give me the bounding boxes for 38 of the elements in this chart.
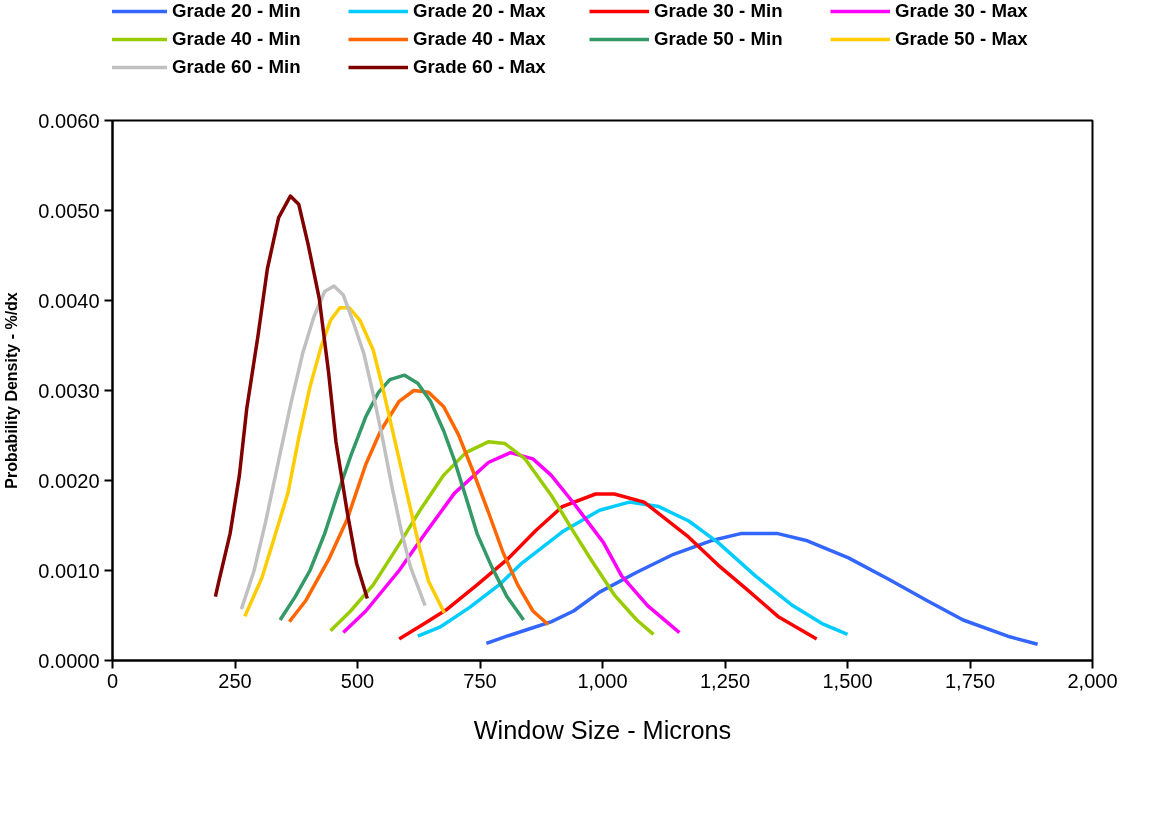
- line-series: [341, 450, 682, 635]
- y-tick-label: 0.0030: [38, 379, 100, 402]
- y-tick-label: 0.0050: [38, 199, 100, 222]
- legend-label: Grade 40 - Max: [413, 28, 547, 50]
- legend-label: Grade 30 - Max: [895, 0, 1029, 22]
- x-tick-label: 1,750: [944, 669, 996, 692]
- line-series: [239, 284, 427, 611]
- x-tick-label: 750: [463, 669, 497, 692]
- legend-label: Grade 40 - Min: [172, 28, 302, 50]
- x-tick-label: 2,000: [1067, 669, 1118, 692]
- line-series: [243, 305, 446, 619]
- line-series: [287, 388, 550, 627]
- line-series: [397, 492, 819, 641]
- line-series: [416, 500, 850, 638]
- y-tick-label: 0.0040: [38, 289, 100, 312]
- y-tick-label: 0.0020: [38, 469, 100, 492]
- x-tick-label: 1,000: [577, 669, 628, 692]
- legend-label: Grade 50 - Min: [654, 28, 784, 50]
- line-series: [484, 531, 1040, 647]
- x-tick-label: 0: [106, 669, 119, 692]
- line-series: [213, 194, 370, 601]
- x-tick-label: 250: [218, 669, 252, 692]
- line-series: [278, 373, 526, 622]
- y-axis-title: Probability Density - %/dx: [3, 292, 21, 489]
- x-tick-label: 1,500: [822, 669, 873, 692]
- legend-label: Grade 20 - Max: [413, 0, 547, 22]
- legend-label: Grade 30 - Min: [654, 0, 784, 22]
- y-tick-label: 0.0010: [38, 559, 100, 582]
- y-tick-label: 0.0000: [38, 649, 100, 672]
- x-tick-label: 500: [340, 669, 375, 692]
- legend-label: Grade 60 - Max: [413, 56, 547, 78]
- legend-label: Grade 60 - Min: [172, 56, 302, 78]
- legend-label: Grade 20 - Min: [172, 0, 302, 22]
- x-tick-label: 1,250: [699, 669, 751, 692]
- line-series: [328, 440, 656, 637]
- y-tick-label: 0.0060: [38, 109, 100, 132]
- legend-label: Grade 50 - Max: [895, 28, 1029, 50]
- x-axis-title: Window Size - Microns: [473, 715, 732, 744]
